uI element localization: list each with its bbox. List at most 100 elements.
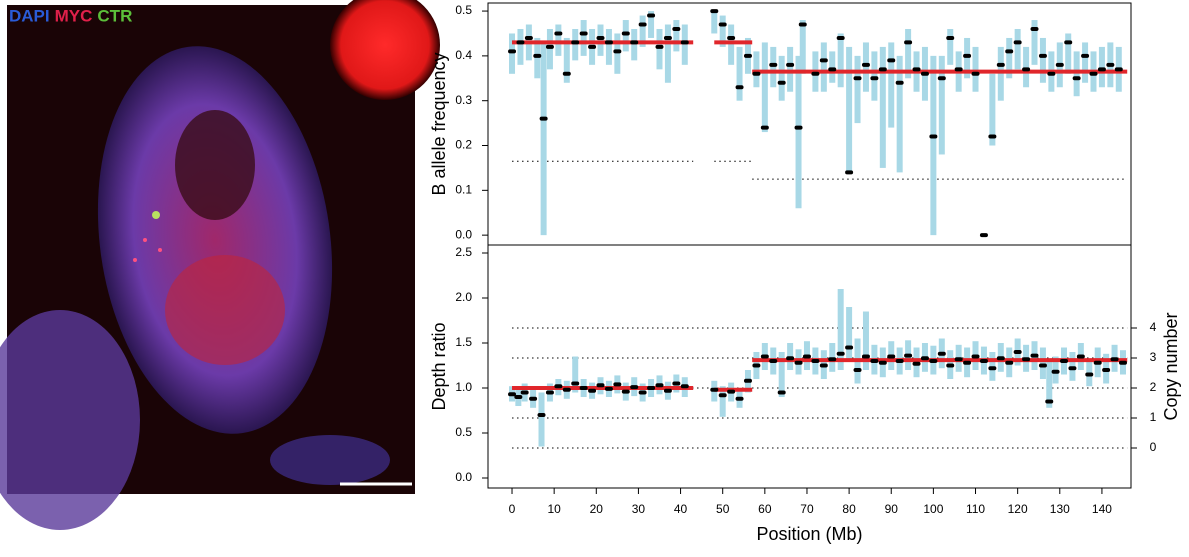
error-bar — [862, 42, 869, 92]
point — [929, 134, 938, 139]
error-bar — [820, 42, 827, 92]
error-bar — [837, 289, 844, 371]
x-tick-label: 30 — [632, 502, 646, 516]
error-bar — [799, 20, 806, 74]
x-tick-label: 100 — [923, 502, 943, 516]
point — [1089, 71, 1098, 76]
point — [752, 363, 761, 368]
point — [545, 390, 554, 395]
y-axis-label: Depth ratio — [429, 322, 449, 410]
error-bar — [563, 37, 570, 83]
point — [727, 35, 736, 40]
point — [819, 58, 828, 63]
point — [811, 359, 820, 364]
point — [680, 384, 689, 389]
point — [672, 381, 681, 386]
point — [613, 49, 622, 54]
point — [786, 356, 795, 361]
error-bar — [631, 28, 638, 61]
point — [529, 396, 538, 401]
point — [828, 67, 837, 72]
point — [828, 357, 837, 362]
error-bar — [656, 28, 663, 70]
error-bar — [639, 15, 646, 47]
point — [1064, 40, 1073, 45]
error-bar — [597, 24, 604, 56]
point — [630, 40, 639, 45]
y-tick-label: 0.0 — [455, 470, 472, 484]
point — [836, 351, 845, 356]
error-bar — [1039, 347, 1046, 380]
error-bar — [964, 37, 971, 79]
point — [710, 9, 719, 14]
point — [845, 170, 854, 175]
error-bar — [517, 28, 524, 65]
error-bar — [761, 42, 768, 133]
error-bar — [862, 311, 869, 371]
error-bar — [795, 55, 802, 209]
error-bar — [1046, 361, 1053, 408]
error-bar — [728, 24, 735, 65]
x-tick-label: 140 — [1092, 502, 1112, 516]
x-tick-label: 90 — [885, 502, 899, 516]
point — [1072, 76, 1081, 81]
point — [895, 359, 904, 364]
point — [1060, 359, 1069, 364]
point — [1013, 350, 1022, 355]
point — [743, 53, 752, 58]
point — [539, 116, 548, 121]
y-tick-label: 1.0 — [455, 380, 472, 394]
stain-label: DAPI — [9, 6, 50, 25]
error-bar — [854, 55, 861, 124]
point — [1102, 368, 1111, 373]
point — [996, 62, 1005, 67]
point — [579, 31, 588, 36]
point — [920, 356, 929, 361]
point — [554, 384, 563, 389]
point — [1038, 53, 1047, 58]
stain-labels: DAPI MYC CTR — [9, 6, 132, 25]
error-bar — [997, 46, 1004, 101]
error-bar — [555, 24, 562, 56]
error-bar — [1031, 20, 1038, 65]
point — [537, 413, 546, 418]
point — [554, 31, 563, 36]
point — [853, 368, 862, 373]
point — [786, 62, 795, 67]
point — [596, 35, 605, 40]
point — [1076, 354, 1085, 359]
point — [811, 71, 820, 76]
error-bar — [1006, 37, 1013, 79]
point — [769, 359, 778, 364]
plot-frame — [487, 244, 1132, 489]
error-bar — [538, 392, 545, 447]
point — [798, 22, 807, 27]
point — [520, 390, 529, 395]
error-bar — [888, 42, 895, 128]
error-bar — [947, 28, 954, 65]
point — [647, 13, 656, 18]
error-bar — [534, 37, 541, 79]
point — [971, 354, 980, 359]
point — [562, 71, 571, 76]
point — [710, 387, 719, 392]
point — [663, 388, 672, 393]
point — [929, 359, 938, 364]
y-tick-label: 2.5 — [455, 245, 472, 259]
error-bar — [605, 28, 612, 65]
error-bar — [1073, 51, 1080, 97]
point — [735, 85, 744, 90]
y-tick-label: 0.3 — [455, 93, 472, 107]
point — [647, 386, 656, 391]
point — [743, 378, 752, 383]
point — [1030, 353, 1039, 358]
error-bar — [1039, 37, 1046, 83]
point — [588, 44, 597, 49]
error-bar — [509, 33, 516, 74]
point — [979, 359, 988, 364]
y-tick-label: 0.2 — [455, 138, 472, 152]
x-tick-label: 50 — [716, 502, 730, 516]
x-tick-label: 70 — [800, 502, 814, 516]
error-bar — [989, 73, 996, 146]
point — [604, 386, 613, 391]
